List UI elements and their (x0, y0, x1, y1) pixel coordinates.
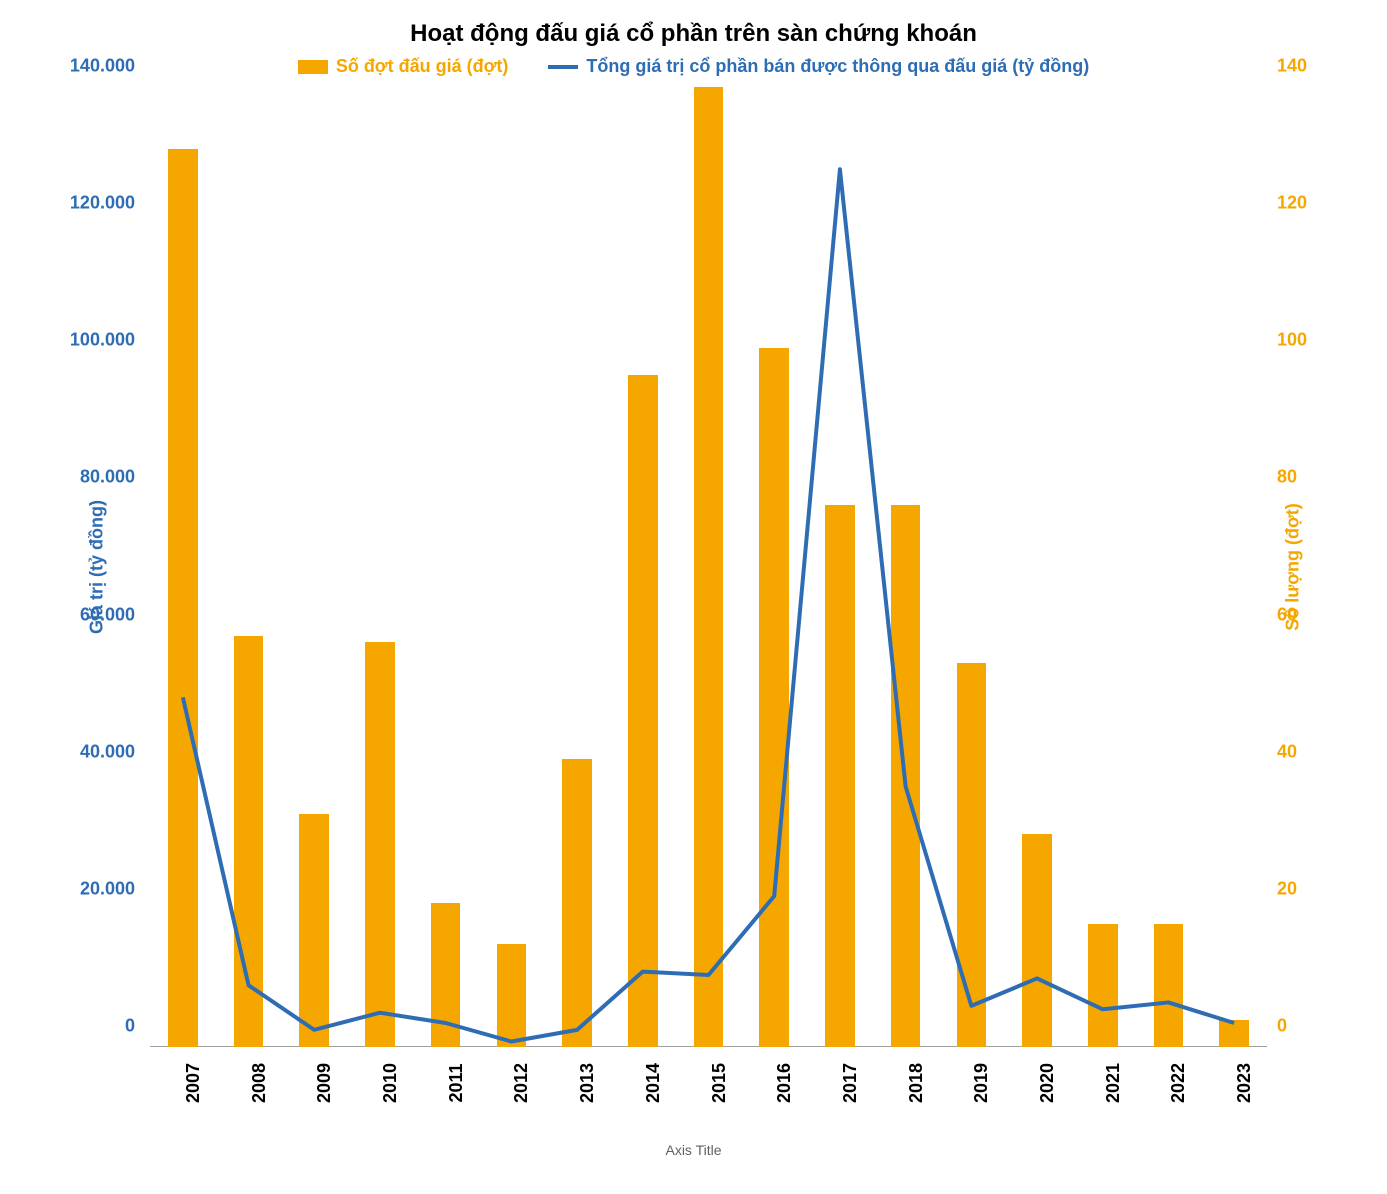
x-tick: 2016 (774, 1063, 795, 1103)
legend-label-line: Tổng giá trị cổ phần bán được thông qua … (586, 56, 1089, 77)
x-axis-title: Axis Title (20, 1142, 1367, 1158)
y-right-tick: 60 (1277, 604, 1297, 625)
bar (957, 663, 987, 1047)
bars-area (150, 87, 1267, 1047)
x-tick: 2011 (446, 1063, 467, 1102)
bar (562, 759, 592, 1047)
y-right-tick: 140 (1277, 56, 1307, 77)
bar (365, 642, 395, 1047)
bar (1088, 924, 1118, 1047)
bar (628, 375, 658, 1047)
plot-area: Giá trị (tỷ đồng) Số lượng (đợt) 020.000… (150, 87, 1267, 1047)
x-tick: 2010 (380, 1063, 401, 1103)
y-left-tick: 0 (125, 1016, 135, 1037)
bar (431, 903, 461, 1047)
y-left-tick: 60.000 (80, 604, 135, 625)
bar (825, 505, 855, 1047)
y-right-tick: 40 (1277, 741, 1297, 762)
bar (497, 944, 527, 1047)
bar (234, 636, 264, 1047)
x-tick: 2023 (1234, 1063, 1255, 1103)
bar (694, 87, 724, 1047)
legend: Số đợt đấu giá (đợt) Tổng giá trị cổ phầ… (20, 56, 1367, 77)
x-tick: 2022 (1168, 1063, 1189, 1103)
legend-label-bars: Số đợt đấu giá (đợt) (336, 56, 509, 77)
bar (168, 149, 198, 1047)
x-tick: 2008 (249, 1063, 270, 1103)
legend-swatch-line (548, 65, 578, 69)
bar (759, 348, 789, 1047)
y-right-tick: 80 (1277, 467, 1297, 488)
legend-swatch-bar (298, 60, 328, 74)
y-left-tick: 20.000 (80, 878, 135, 899)
bar (1022, 834, 1052, 1047)
y-left-tick: 80.000 (80, 467, 135, 488)
x-tick: 2021 (1103, 1063, 1124, 1103)
x-tick: 2018 (906, 1063, 927, 1103)
chart-container: Hoạt động đấu giá cổ phần trên sàn chứng… (20, 20, 1367, 1174)
x-axis: 2007 2008 2009 2010 2011 2012 2013 2014 2015 2016… (150, 1047, 1267, 1127)
bar (1154, 924, 1184, 1047)
bar (1219, 1020, 1249, 1047)
bar (891, 505, 921, 1047)
bar (299, 814, 329, 1047)
y-right-tick: 100 (1277, 330, 1307, 351)
y-right-tick: 20 (1277, 878, 1297, 899)
y-left-tick: 120.000 (70, 193, 135, 214)
y-axis-right: 020406080100120140 (1272, 87, 1322, 1047)
y-axis-left: 020.00040.00060.00080.000100.000120.0001… (80, 87, 140, 1047)
y-right-tick: 120 (1277, 193, 1307, 214)
x-tick: 2012 (511, 1063, 532, 1103)
x-tick: 2013 (577, 1063, 598, 1103)
legend-item-bars: Số đợt đấu giá (đợt) (298, 56, 509, 77)
x-tick: 2009 (314, 1063, 335, 1103)
y-left-tick: 140.000 (70, 56, 135, 77)
x-tick: 2017 (840, 1063, 861, 1103)
x-tick: 2014 (643, 1063, 664, 1103)
x-tick: 2019 (971, 1063, 992, 1103)
x-tick: 2015 (709, 1063, 730, 1103)
chart-title: Hoạt động đấu giá cổ phần trên sàn chứng… (20, 20, 1367, 48)
y-left-tick: 100.000 (70, 330, 135, 351)
x-tick: 2007 (183, 1063, 204, 1103)
y-right-tick: 0 (1277, 1016, 1287, 1037)
x-tick: 2020 (1037, 1063, 1058, 1103)
y-left-tick: 40.000 (80, 741, 135, 762)
legend-item-line: Tổng giá trị cổ phần bán được thông qua … (548, 56, 1089, 77)
